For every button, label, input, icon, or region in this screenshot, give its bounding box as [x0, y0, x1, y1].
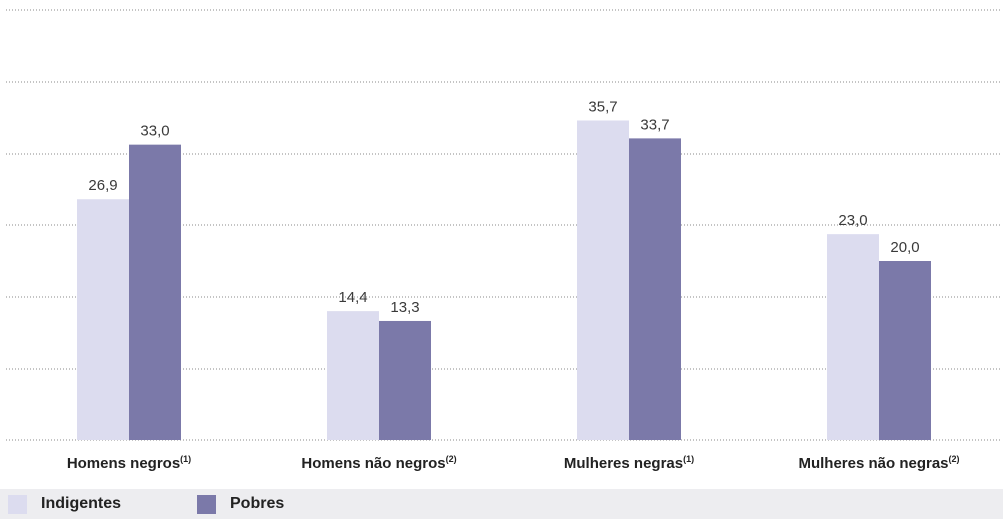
legend-item-indigentes: Indigentes — [8, 489, 121, 519]
data-label: 35,7 — [588, 98, 617, 115]
legend-label-indigentes: Indigentes — [41, 495, 122, 512]
bar-indigentes-1 — [327, 311, 379, 440]
category-label: Mulheres negras(1) — [564, 454, 694, 472]
data-labels: 26,9 33,0 14,4 13,3 35,7 33,7 23,0 20,0 — [88, 98, 919, 315]
data-label: 14,4 — [338, 289, 367, 306]
bar-pobres-3 — [879, 261, 931, 440]
legend-item-pobres: Pobres — [197, 489, 284, 519]
data-label: 23,0 — [838, 212, 867, 229]
data-label: 26,9 — [88, 177, 117, 194]
category-label: Homens negros(1) — [67, 454, 191, 472]
bar-indigentes-3 — [827, 234, 879, 440]
category-label: Mulheres não negras(2) — [798, 454, 959, 472]
bar-pobres-1 — [379, 320, 431, 440]
legend-swatch-pobres — [197, 494, 216, 514]
bar-pobres-2 — [629, 138, 681, 440]
data-label: 33,7 — [640, 116, 669, 133]
category-label: Homens não negros(2) — [301, 454, 456, 472]
data-label: 33,0 — [140, 123, 169, 140]
data-label: 13,3 — [390, 299, 419, 316]
legend-swatch-indigentes — [8, 494, 27, 514]
bars — [77, 120, 931, 441]
bar-pobres-0 — [129, 144, 181, 440]
legend: Indigentes Pobres — [0, 489, 1003, 519]
legend-label-pobres: Pobres — [230, 495, 285, 512]
bar-indigentes-2 — [577, 120, 629, 441]
bar-indigentes-0 — [77, 199, 129, 440]
category-labels: Homens negros(1) Homens não negros(2) Mulh… — [67, 454, 960, 472]
data-label: 20,0 — [890, 239, 919, 256]
